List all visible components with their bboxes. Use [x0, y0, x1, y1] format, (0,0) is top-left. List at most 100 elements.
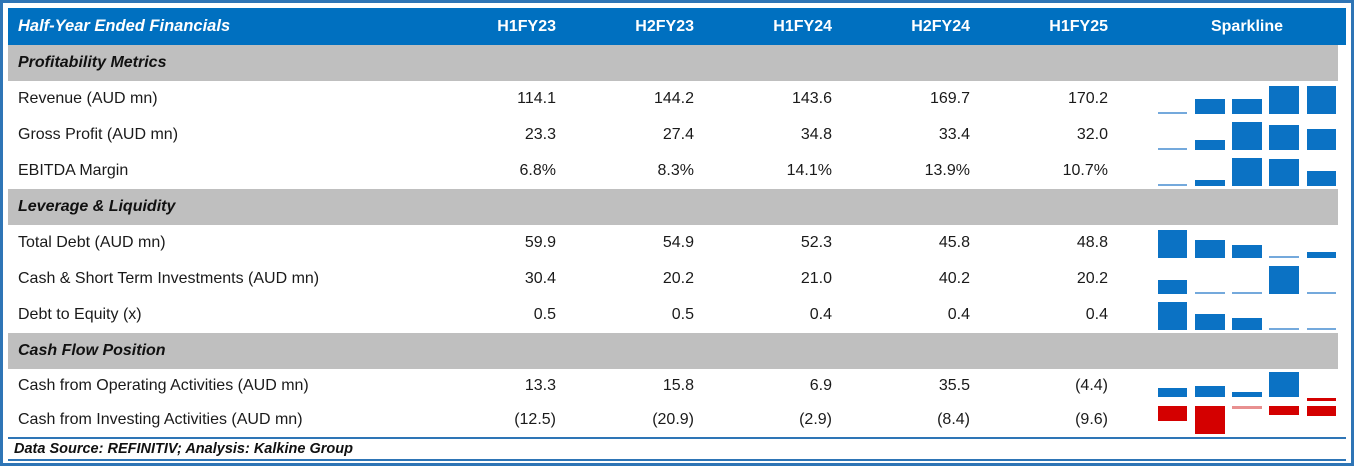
- column-header-h2fy23: H2FY23: [635, 17, 694, 35]
- metric-value: 169.7: [929, 90, 970, 107]
- table-row-cash-short-term: Cash & Short Term Investments (AUD mn) 3…: [8, 261, 1346, 297]
- sparkline-gross-profit: [1148, 117, 1346, 153]
- sparkline-bar: [1194, 385, 1225, 397]
- metric-value: 54.9: [662, 234, 694, 251]
- sparkline-bar: [1269, 158, 1300, 186]
- sparkline-chart: [1154, 122, 1340, 150]
- sparkline-bar: [1157, 387, 1188, 397]
- sparkline-bar: [1157, 406, 1188, 421]
- sparkline-bar: [1232, 318, 1262, 330]
- metric-value: (2.9): [799, 411, 832, 428]
- sparkline-bar: [1232, 99, 1262, 114]
- table-row-revenue: Revenue (AUD mn) 114.1 144.2 143.6 169.7…: [8, 81, 1346, 117]
- metric-value: 6.8%: [519, 162, 556, 179]
- table-row-cash-operating: Cash from Operating Activities (AUD mn) …: [8, 369, 1346, 403]
- sparkline-bar: [1306, 252, 1337, 258]
- sparkline-debt-to-equity: [1148, 297, 1346, 333]
- metric-value: 144.2: [653, 90, 694, 107]
- sparkline-bar: [1306, 86, 1337, 114]
- footer-source-note: Data Source: REFINITIV; Analysis: Kalkin…: [8, 437, 1346, 461]
- metric-value: 13.3: [524, 377, 556, 394]
- sparkline-bar: [1269, 86, 1300, 114]
- sparkline-bar: [1269, 406, 1300, 415]
- metric-label: Revenue (AUD mn): [18, 90, 158, 107]
- sparkline-chart: [1154, 302, 1340, 330]
- sparkline-cash-operating: [1148, 369, 1346, 403]
- table-row-total-debt: Total Debt (AUD mn) 59.9 54.9 52.3 45.8 …: [8, 225, 1346, 261]
- sparkline-bar: [1269, 266, 1300, 294]
- metric-value: 20.2: [1076, 270, 1108, 287]
- sparkline-chart: [1154, 406, 1340, 434]
- sparkline-bar: [1232, 245, 1262, 258]
- metric-value: 23.3: [524, 126, 556, 143]
- sparkline-cash-investing: [1148, 403, 1346, 437]
- metric-value: 30.4: [524, 270, 556, 287]
- sparkline-bar: [1194, 140, 1225, 150]
- metric-value: 40.2: [938, 270, 970, 287]
- metric-value: 143.6: [791, 90, 832, 107]
- metric-value: 13.9%: [924, 162, 970, 179]
- metric-value: (12.5): [514, 411, 556, 428]
- metric-value: 59.9: [524, 234, 556, 251]
- sparkline-bar: [1194, 291, 1225, 294]
- metric-label: EBITDA Margin: [18, 162, 129, 179]
- sparkline-chart: [1154, 230, 1340, 258]
- metric-value: 0.5: [533, 306, 556, 323]
- metric-value: 48.8: [1076, 234, 1108, 251]
- sparkline-bar: [1157, 183, 1188, 186]
- sparkline-cash-short-term: [1148, 261, 1346, 297]
- metric-value: 35.5: [938, 377, 970, 394]
- sparkline-bar: [1194, 314, 1225, 330]
- sparkline-bar: [1157, 230, 1188, 258]
- metric-value: 27.4: [662, 126, 694, 143]
- sparkline-bar: [1232, 158, 1262, 186]
- table-row-debt-to-equity: Debt to Equity (x) 0.5 0.5 0.4 0.4 0.4: [8, 297, 1346, 333]
- sparkline-bar: [1157, 302, 1188, 330]
- table-row-cash-investing: Cash from Investing Activities (AUD mn) …: [8, 403, 1346, 437]
- metric-value: (8.4): [937, 411, 970, 428]
- sparkline-bar: [1269, 327, 1300, 330]
- sparkline-total-debt: [1148, 225, 1346, 261]
- metric-label: Gross Profit (AUD mn): [18, 126, 179, 143]
- metric-label: Debt to Equity (x): [18, 306, 142, 323]
- metric-value: 20.2: [662, 270, 694, 287]
- sparkline-bar: [1232, 392, 1262, 397]
- metric-value: 15.8: [662, 377, 694, 394]
- metric-value: 6.9: [809, 377, 832, 394]
- section-header-cash-flow: Cash Flow Position: [8, 333, 1338, 369]
- table-header-row: Half-Year Ended Financials H1FY23 H2FY23…: [8, 8, 1346, 45]
- metric-value: 32.0: [1076, 126, 1108, 143]
- metric-value: 114.1: [517, 90, 556, 107]
- metric-value: 0.4: [947, 306, 970, 323]
- column-header-h1fy25: H1FY25: [1049, 17, 1108, 35]
- metric-value: (20.9): [652, 411, 694, 428]
- metric-value: 21.0: [800, 270, 832, 287]
- column-header-h1fy24: H1FY24: [773, 17, 832, 35]
- column-header-h2fy24: H2FY24: [911, 17, 970, 35]
- table-row-ebitda-margin: EBITDA Margin 6.8% 8.3% 14.1% 13.9% 10.7…: [8, 153, 1346, 189]
- metric-value: 10.7%: [1062, 162, 1108, 179]
- metric-label: Cash from Operating Activities (AUD mn): [18, 377, 309, 394]
- metric-value: 34.8: [800, 126, 832, 143]
- sparkline-bar: [1269, 125, 1300, 150]
- metric-value: 33.4: [938, 126, 970, 143]
- metric-value: 0.4: [809, 306, 832, 323]
- sparkline-bar: [1157, 147, 1188, 150]
- metric-value: 8.3%: [657, 162, 694, 179]
- sparkline-bar: [1232, 122, 1262, 150]
- sparkline-chart: [1154, 86, 1340, 114]
- column-header-sparkline: Sparkline: [1210, 17, 1284, 35]
- section-header-leverage-liquidity: Leverage & Liquidity: [8, 189, 1338, 225]
- sparkline-ebitda-margin: [1148, 153, 1346, 189]
- sparkline-revenue: [1148, 81, 1346, 117]
- table-title: Half-Year Ended Financials: [18, 17, 231, 35]
- metric-value: 0.4: [1085, 306, 1108, 323]
- sparkline-bar: [1306, 406, 1337, 417]
- metric-value: 52.3: [800, 234, 832, 251]
- sparkline-bar: [1157, 111, 1188, 114]
- metric-label: Cash & Short Term Investments (AUD mn): [18, 270, 320, 287]
- metric-value: 14.1%: [786, 162, 832, 179]
- sparkline-bar: [1269, 372, 1300, 397]
- metric-value: (4.4): [1075, 377, 1108, 394]
